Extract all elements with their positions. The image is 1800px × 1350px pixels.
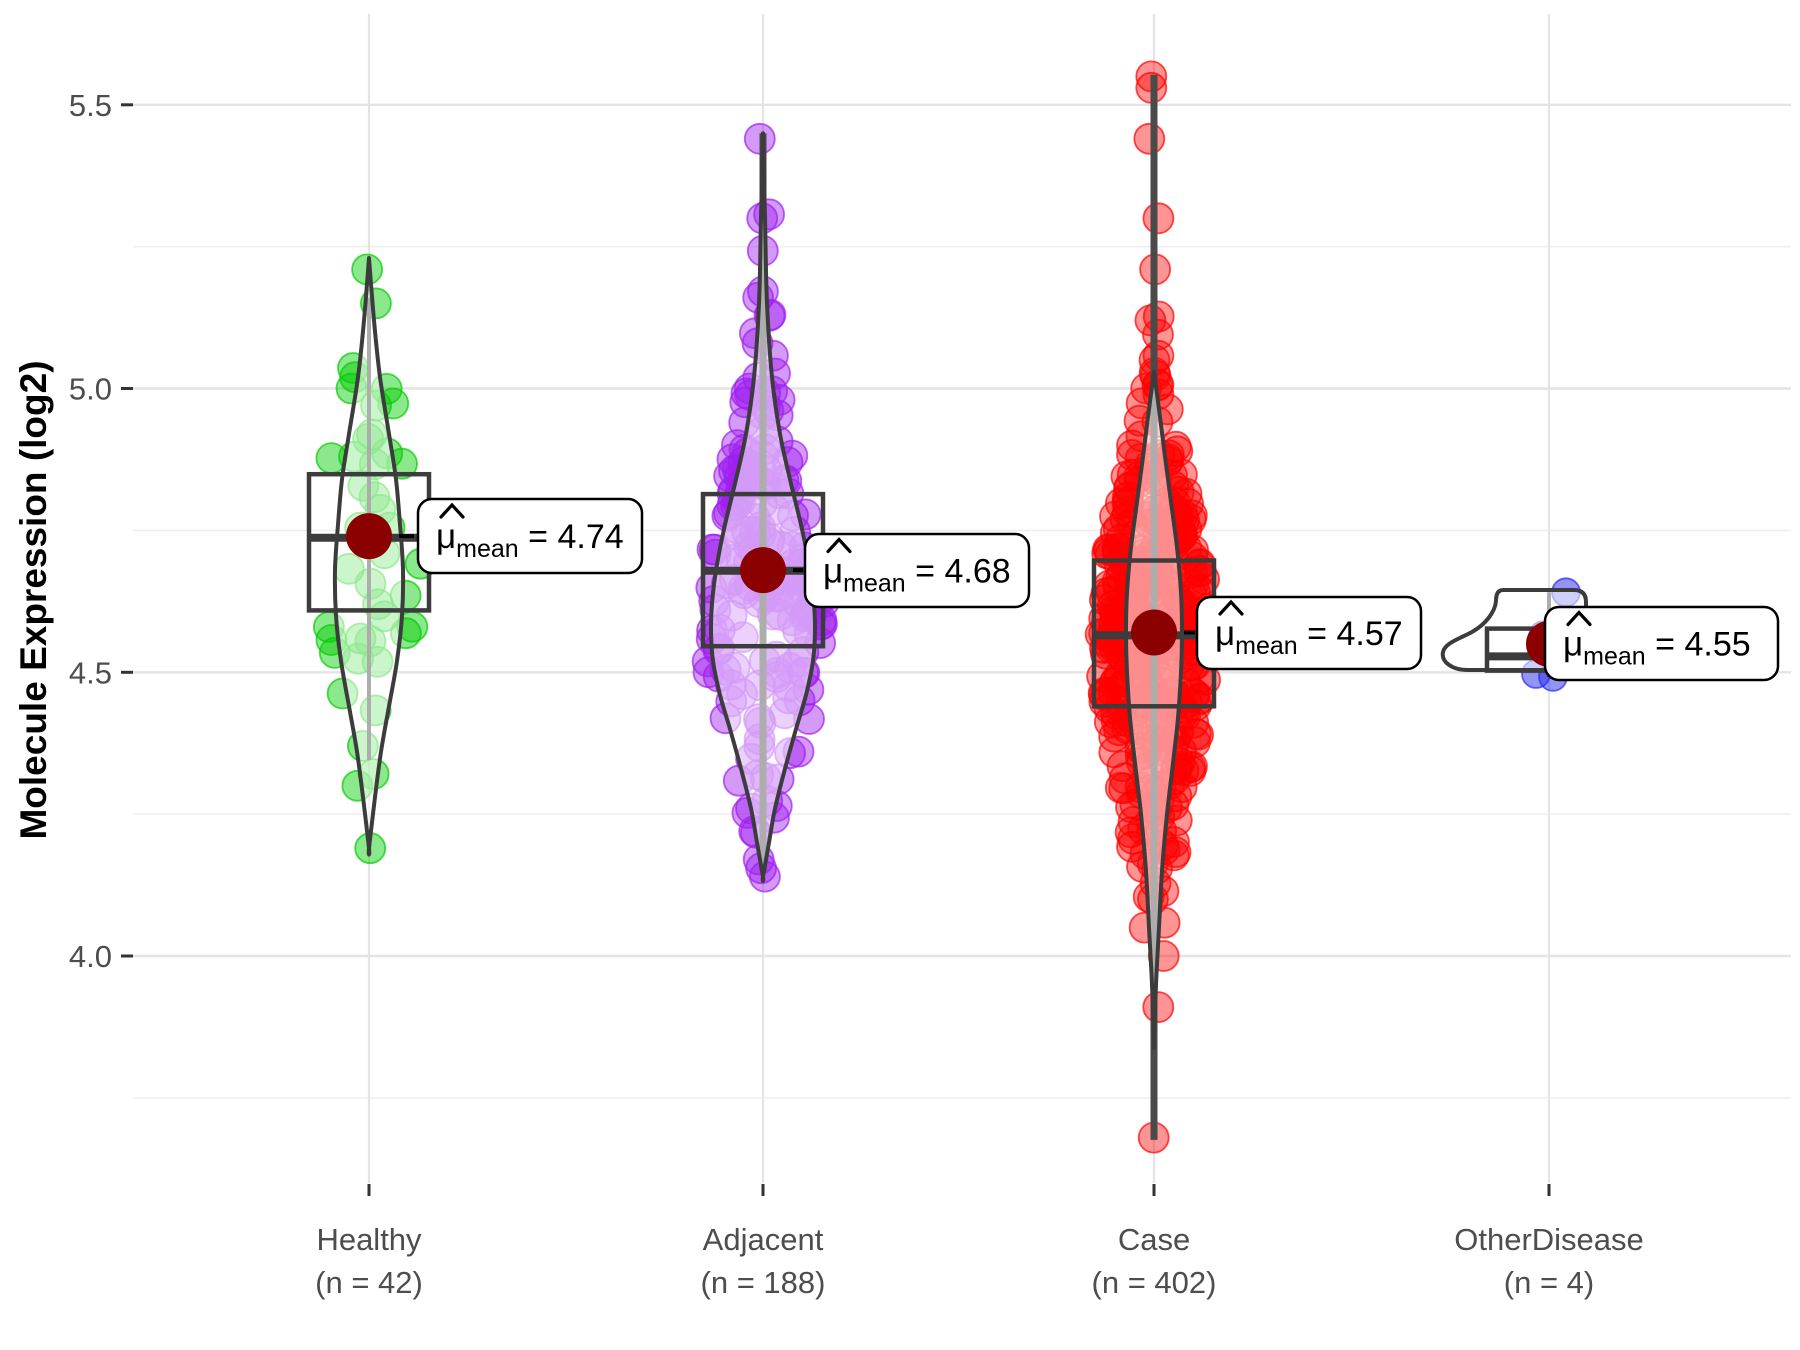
mu-hat-caret: [826, 537, 852, 554]
data-point: [1095, 576, 1128, 608]
x-tick-sublabel: (n = 188): [701, 1265, 826, 1300]
mu-hat-caret: [439, 502, 465, 519]
data-point: [1166, 458, 1198, 491]
y-axis-title: Molecule Expression (log2): [13, 360, 54, 839]
x-tick-label: OtherDisease: [1454, 1222, 1644, 1257]
x-tick-label: Healthy: [316, 1222, 422, 1257]
mean-dot: [740, 547, 786, 594]
y-tick-label: 5.5: [69, 88, 112, 123]
y-tick-label: 4.5: [69, 655, 112, 690]
x-tick-label: Case: [1118, 1222, 1190, 1257]
y-tick-label: 4.0: [69, 939, 112, 974]
data-point: [1182, 718, 1214, 751]
data-point: [1133, 122, 1166, 155]
mean-label-box: [1195, 595, 1423, 671]
mu-hat-caret: [1218, 599, 1244, 616]
mean-label-box: [1543, 605, 1780, 682]
data-point: [1142, 202, 1175, 235]
data-point: [753, 198, 785, 231]
data-point: [1142, 300, 1175, 333]
mean-dot: [346, 513, 392, 560]
data-point: [1088, 686, 1121, 718]
y-tick-label: 5.0: [69, 372, 112, 407]
data-point: [1098, 667, 1131, 700]
mean-label-box: [416, 497, 644, 575]
violin-outline: [1124, 369, 1184, 1051]
x-tick-sublabel: (n = 402): [1092, 1265, 1217, 1300]
data-point: [1134, 304, 1167, 337]
violin-outline: [709, 131, 817, 883]
data-point: [1094, 538, 1127, 571]
generated-plot-layers: 5.5 5.0 4.5 4.0 Healthy (n = 42) Adjacent (n = …: [69, 14, 1791, 1300]
mu-hat-caret: [1566, 610, 1592, 627]
x-tick-sublabel: (n = 4): [1504, 1265, 1594, 1300]
mean-label-text: μmean = 4.57: [1215, 614, 1403, 660]
x-tick-label: Adjacent: [703, 1222, 824, 1257]
mean-dot: [1131, 609, 1177, 656]
data-point: [1142, 991, 1175, 1023]
data-point: [1184, 548, 1216, 580]
x-tick-sublabel: (n = 42): [315, 1265, 423, 1300]
mean-label-text: μmean = 4.74: [436, 517, 624, 563]
mean-label-box: [803, 532, 1031, 609]
mean-label-text: μmean = 4.55: [1563, 625, 1751, 671]
mean-label-text: μmean = 4.68: [823, 552, 1011, 598]
